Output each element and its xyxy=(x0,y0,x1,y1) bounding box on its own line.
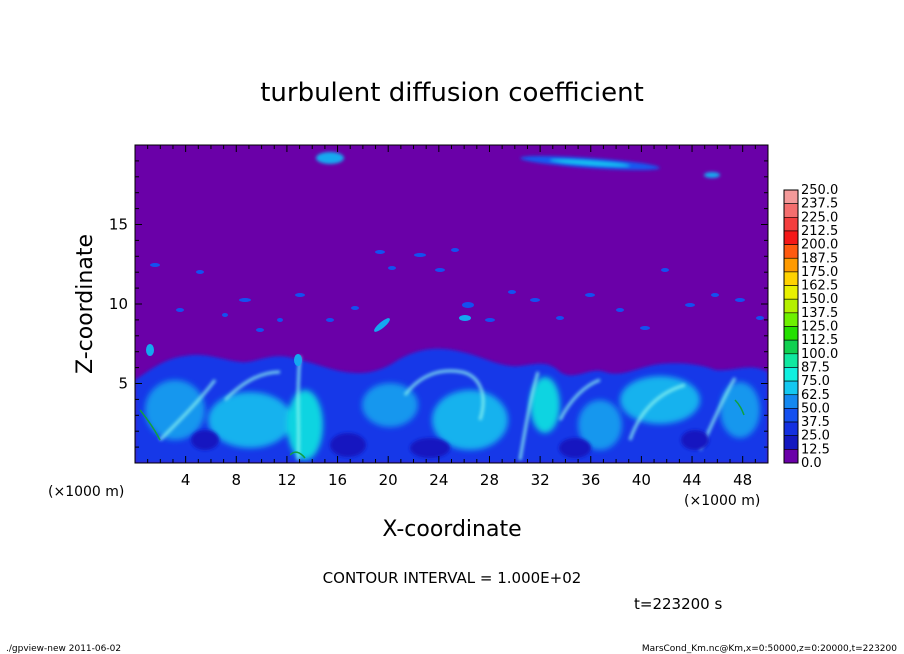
x-tick-label: 32 xyxy=(531,471,550,489)
colorbar-cell xyxy=(783,394,799,409)
x-axis-unit-label: (×1000 m) xyxy=(684,493,760,509)
colorbar-tick-label: 162.5 xyxy=(801,279,838,294)
x-tick-label: 44 xyxy=(682,471,701,489)
colorbar-cell xyxy=(783,285,799,300)
colorbar-tick-label: 200.0 xyxy=(801,238,838,253)
x-tick-label: 48 xyxy=(733,471,752,489)
colorbar-tick-label: 75.0 xyxy=(801,374,830,389)
colorbar-frame xyxy=(783,189,799,464)
footer-left: ./gpview-new 2011-06-02 xyxy=(6,644,121,654)
x-axis-ticks: 4 8 12 16 20 24 28 32 36 40 44 48 xyxy=(134,145,769,489)
colorbar-cell xyxy=(783,380,799,396)
colorbar-cell xyxy=(783,421,799,436)
colorbar-tick-label: 100.0 xyxy=(801,347,838,362)
turbulence-field xyxy=(135,152,768,463)
y-axis-title: Z-coordinate xyxy=(73,234,98,374)
colorbar-tick-label: 37.5 xyxy=(801,415,830,430)
contour-interval-label: CONTOUR INTERVAL = 1.000E+02 xyxy=(323,569,582,587)
colorbar-tick-label: 187.5 xyxy=(801,251,838,266)
colorbar-cell xyxy=(783,367,799,382)
colorbar-cell xyxy=(783,217,799,232)
colorbar-tick-label: 175.0 xyxy=(801,265,838,280)
colorbar-tick-label: 50.0 xyxy=(801,401,830,416)
colorbar-cell xyxy=(783,326,799,341)
colorbar-tick-label: 87.5 xyxy=(801,360,830,375)
y-tick-label: 15 xyxy=(109,216,128,234)
colorbar-tick-label: 150.0 xyxy=(801,292,838,307)
colorbar-cell xyxy=(783,339,799,355)
colorbar-tick-label: 112.5 xyxy=(801,333,838,348)
colorbar-cell xyxy=(783,312,799,327)
colorbar-cell xyxy=(783,353,799,368)
chart-title: turbulent diffusion coefficient xyxy=(260,78,644,108)
colorbar-tick-label: 125.0 xyxy=(801,320,838,335)
colorbar-tick-label: 237.5 xyxy=(801,197,838,212)
colorbar-cell xyxy=(783,298,799,314)
x-tick-label: 16 xyxy=(328,471,347,489)
x-axis-title: X-coordinate xyxy=(382,517,521,542)
y-tick-label: 10 xyxy=(109,295,128,313)
colorbar-tick-label: 137.5 xyxy=(801,306,838,321)
colorbar-tick-label: 225.0 xyxy=(801,210,838,225)
z-axis-unit-label: (×1000 m) xyxy=(48,484,124,500)
colorbar-tick-label: 0.0 xyxy=(801,456,822,471)
x-tick-label: 20 xyxy=(379,471,398,489)
x-tick-label: 12 xyxy=(277,471,296,489)
colorbar-tick-label: 250.0 xyxy=(801,183,838,198)
x-tick-label: 4 xyxy=(181,471,191,489)
time-label: t=223200 s xyxy=(634,595,722,613)
x-tick-label: 24 xyxy=(429,471,448,489)
y-axis-ticks: 5 10 15 xyxy=(109,144,768,464)
x-tick-label: 36 xyxy=(581,471,600,489)
x-tick-label: 40 xyxy=(632,471,651,489)
x-tick-label: 28 xyxy=(480,471,499,489)
footer-right: MarsCond_Km.nc@Km,x=0:50000,z=0:20000,t=… xyxy=(642,644,897,654)
colorbar-cell xyxy=(783,271,799,286)
colorbar-cell xyxy=(783,189,799,204)
colorbar: 250.0237.5225.0212.5200.0187.5175.0162.5… xyxy=(783,183,838,471)
colorbar-tick-label: 62.5 xyxy=(801,388,830,403)
colorbar-tick-label: 12.5 xyxy=(801,442,830,457)
colorbar-cell xyxy=(783,230,799,245)
y-tick-label: 5 xyxy=(118,375,128,393)
x-tick-label: 8 xyxy=(232,471,242,489)
colorbar-cell xyxy=(783,257,799,273)
colorbar-tick-label: 212.5 xyxy=(801,224,838,239)
colorbar-cell xyxy=(783,203,799,218)
colorbar-cell xyxy=(783,408,799,423)
colorbar-cell xyxy=(783,435,799,450)
colorbar-cell xyxy=(783,244,799,259)
colorbar-cell xyxy=(783,449,799,464)
colorbar-tick-label: 25.0 xyxy=(801,429,830,444)
